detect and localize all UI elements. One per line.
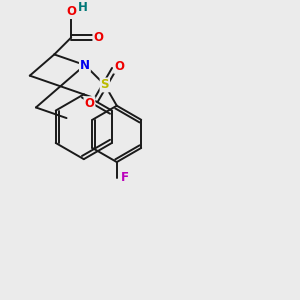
Text: O: O xyxy=(85,97,94,110)
Text: F: F xyxy=(121,171,129,184)
Text: H: H xyxy=(77,2,87,14)
Text: O: O xyxy=(66,5,76,18)
Text: S: S xyxy=(100,79,109,92)
Text: O: O xyxy=(94,31,103,44)
Text: N: N xyxy=(80,58,90,71)
Text: O: O xyxy=(114,60,124,73)
